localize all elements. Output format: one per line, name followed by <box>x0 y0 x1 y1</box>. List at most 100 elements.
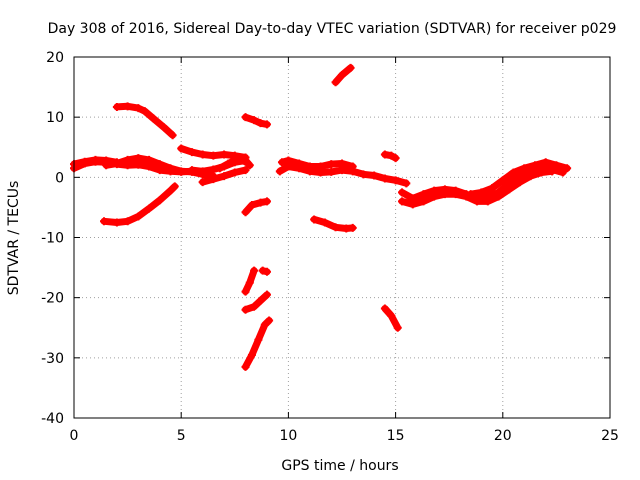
data-point <box>155 196 164 205</box>
x-tick-label: 10 <box>279 428 297 444</box>
data-point <box>123 155 132 164</box>
data-point <box>526 172 535 181</box>
y-tick-label: -10 <box>41 231 64 247</box>
data-point <box>440 190 449 199</box>
data-point <box>477 188 486 197</box>
y-tick-label: -30 <box>41 351 64 367</box>
data-point <box>245 161 254 170</box>
data-point <box>256 198 265 207</box>
data-point <box>168 131 177 140</box>
data-point <box>260 320 269 329</box>
series-arc-14-markers <box>241 290 271 314</box>
data-point <box>250 266 259 275</box>
data-point <box>541 158 550 167</box>
data-point <box>241 305 250 314</box>
axis-ticks: 0 5 10 15 20 25 -40 -30 -20 -10 0 10 20 <box>41 50 619 444</box>
data-point <box>380 174 389 183</box>
series-arc-15-markers <box>241 316 274 371</box>
data-point <box>134 154 143 163</box>
y-tick-label: -40 <box>41 411 64 427</box>
data-point <box>509 168 518 177</box>
data-point <box>408 200 417 209</box>
data-point <box>241 362 250 371</box>
x-tick-label: 5 <box>177 428 186 444</box>
series-arc-19-markers <box>310 215 357 233</box>
data-point <box>305 162 314 171</box>
data-point <box>80 157 89 166</box>
data-point <box>149 114 158 123</box>
data-point <box>247 350 256 359</box>
data-point <box>494 192 503 201</box>
series-arc-04-markers <box>112 102 177 140</box>
data-point <box>466 190 475 199</box>
data-point <box>145 204 154 213</box>
y-axis-title: SDTVAR / TECUs <box>6 181 22 296</box>
data-point <box>254 335 263 344</box>
series-arc-08-markers <box>198 166 250 187</box>
data-point <box>262 290 271 299</box>
data-point <box>320 218 329 227</box>
series-arc-17-markers <box>277 156 357 171</box>
data-point <box>419 190 428 199</box>
data-point <box>398 188 407 197</box>
data-point <box>277 158 286 167</box>
series-arc-05-markers <box>100 182 179 227</box>
series-arc-24-markers <box>466 158 572 199</box>
data-point <box>250 116 259 125</box>
data-point <box>145 155 154 164</box>
series-arc-18-markers <box>331 63 355 87</box>
data-point <box>346 63 355 72</box>
data-point <box>241 166 250 175</box>
data-point <box>419 197 428 206</box>
series-arc-24 <box>467 158 571 198</box>
data-point <box>209 175 218 184</box>
y-tick-label: -20 <box>41 291 64 307</box>
series-arc-11-markers <box>241 113 271 129</box>
data-point <box>552 161 561 170</box>
data-point <box>187 148 196 157</box>
data-point <box>380 304 389 313</box>
series-arc-10-markers <box>241 197 271 217</box>
data-point <box>451 190 460 199</box>
data-point <box>537 168 546 177</box>
data-point <box>123 102 132 111</box>
data-point <box>241 157 250 166</box>
data-point <box>241 287 250 296</box>
data-point <box>140 107 149 116</box>
series-arc-20-markers <box>380 150 400 163</box>
series-arc-14 <box>242 291 271 314</box>
data-point <box>258 266 267 275</box>
data-point <box>331 78 340 87</box>
chart-title: Day 308 of 2016, Sidereal Day-to-day VTE… <box>48 21 617 37</box>
data-point <box>327 167 336 176</box>
data-point <box>563 164 572 173</box>
data-point <box>393 323 402 332</box>
data-point <box>515 178 524 187</box>
data-point <box>295 159 304 168</box>
data-point <box>380 150 389 159</box>
data-point <box>284 156 293 165</box>
data-point <box>262 120 271 129</box>
data-point <box>256 119 265 128</box>
data-point <box>250 302 259 311</box>
data-point <box>391 176 400 185</box>
data-point <box>331 223 340 232</box>
data-point <box>498 176 507 185</box>
x-tick-label: 20 <box>494 428 512 444</box>
data-point <box>387 151 396 160</box>
data-point <box>198 167 207 176</box>
data-point <box>310 215 319 224</box>
data-point <box>488 184 497 193</box>
data-point <box>177 167 186 176</box>
plot-area <box>70 63 572 371</box>
data-point <box>230 168 239 177</box>
data-point <box>430 192 439 201</box>
data-point <box>160 123 169 132</box>
data-point <box>112 102 121 111</box>
series-arc-13-markers <box>258 266 271 276</box>
y-tick-label: 20 <box>46 50 64 66</box>
data-point <box>232 155 241 164</box>
data-point <box>359 170 368 179</box>
x-tick-label: 0 <box>70 428 79 444</box>
